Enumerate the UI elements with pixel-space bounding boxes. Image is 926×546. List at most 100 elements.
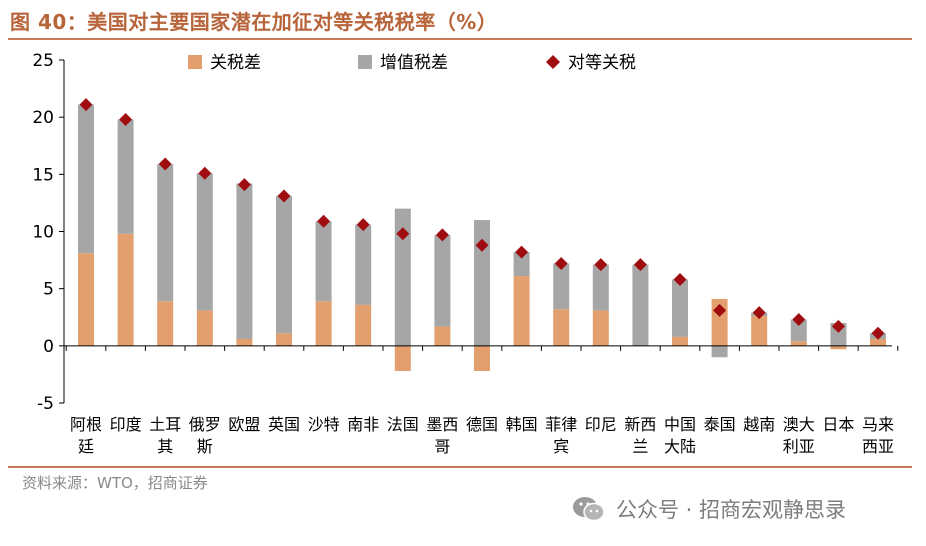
y-tick-label: 0 <box>43 337 54 357</box>
category-label: 韩国 <box>506 415 538 434</box>
bar-vat-diff <box>632 264 649 346</box>
category-label: 印尼 <box>585 415 617 434</box>
category-label: 日本 <box>822 415 854 434</box>
bar-vat-diff <box>355 224 372 305</box>
chart-legend: 关税差 增值税差 对等关税 <box>188 53 636 73</box>
legend-label: 对等关税 <box>568 53 636 73</box>
category-label: 欧盟 <box>228 415 260 434</box>
category-label: 南非 <box>347 415 379 434</box>
bar-tariff-diff <box>513 276 530 346</box>
category-label: 英国 <box>268 415 300 434</box>
reciprocal-tariff-marker <box>435 228 449 242</box>
reciprocal-tariff-marker <box>554 257 568 271</box>
bar-tariff-diff <box>553 309 570 346</box>
bar-vat-diff <box>592 264 609 311</box>
reciprocal-tariff-marker <box>317 214 331 228</box>
bar-tariff-diff <box>196 310 213 346</box>
category-label: 土耳 <box>149 415 181 434</box>
marker-layer <box>79 98 885 340</box>
chart-title: 图 40：美国对主要国家潜在加征对等关税税率（%） <box>10 10 498 34</box>
x-axis <box>64 345 899 351</box>
legend-swatch <box>358 55 372 69</box>
category-label: 利亚 <box>783 437 815 456</box>
bar-vat-diff <box>117 119 134 234</box>
legend-label: 关税差 <box>210 53 261 73</box>
category-label: 印度 <box>110 415 142 434</box>
category-label: 大陆 <box>664 437 696 456</box>
bar-tariff-diff <box>78 253 94 346</box>
bar-layer <box>78 104 886 371</box>
bar-tariff-diff <box>672 336 688 346</box>
reciprocal-tariff-marker <box>475 238 489 252</box>
reciprocal-tariff-marker <box>752 306 766 320</box>
category-label: 菲律 <box>545 415 577 434</box>
bar-vat-diff <box>553 263 570 310</box>
category-label: 廷 <box>78 437 94 456</box>
bar-vat-diff <box>394 208 411 346</box>
reciprocal-tariff-marker <box>831 319 845 333</box>
y-tick-label: 5 <box>43 280 54 300</box>
bar-vat-diff <box>315 221 332 302</box>
reciprocal-tariff-marker <box>158 157 172 171</box>
category-label: 沙特 <box>308 415 340 434</box>
reciprocal-tariff-marker <box>633 258 647 272</box>
category-label: 俄罗 <box>189 415 221 434</box>
category-label: 澳大 <box>783 415 815 434</box>
category-label: 法国 <box>387 415 419 434</box>
category-label: 马来 <box>862 415 894 434</box>
bar-tariff-diff <box>830 345 847 350</box>
bar-tariff-diff <box>434 326 451 346</box>
category-label: 斯 <box>197 437 213 456</box>
y-axis: 25 20 15 10 5 0 -5 <box>32 51 65 414</box>
reciprocal-tariff-marker <box>792 313 806 327</box>
reciprocal-tariff-marker <box>198 166 212 180</box>
legend-marker <box>546 55 560 69</box>
reciprocal-tariff-marker <box>356 218 370 232</box>
watermark-text: 公众号 · 招商宏观静思录 <box>616 498 847 522</box>
bar-tariff-diff <box>394 345 411 371</box>
bar-tariff-diff <box>117 233 134 346</box>
reciprocal-tariff-marker <box>119 112 133 126</box>
footer-divider <box>8 466 912 468</box>
bar-tariff-diff <box>236 338 253 346</box>
y-tick-label: -5 <box>37 394 54 414</box>
bar-tariff-diff <box>592 310 609 346</box>
bar-vat-diff <box>513 252 530 277</box>
title-divider <box>8 38 912 40</box>
bar-tariff-diff <box>157 301 174 346</box>
bar-vat-diff <box>474 220 490 346</box>
bar-vat-diff <box>672 279 688 337</box>
bar-tariff-diff <box>355 304 372 346</box>
bar-vat-diff <box>711 345 728 358</box>
reciprocal-tariff-marker <box>237 178 251 192</box>
reciprocal-tariff-marker <box>396 227 410 241</box>
bar-vat-diff <box>276 196 292 334</box>
bar-tariff-diff <box>276 333 292 346</box>
y-tick-label: 20 <box>32 108 54 128</box>
category-label: 泰国 <box>704 415 736 434</box>
category-label: 墨西 <box>426 415 458 434</box>
legend-label: 增值税差 <box>380 53 448 73</box>
category-label: 中国 <box>664 415 696 434</box>
bar-vat-diff <box>157 164 174 302</box>
reciprocal-tariff-marker <box>515 245 529 259</box>
bar-tariff-diff <box>315 301 332 346</box>
bar-vat-diff <box>790 319 807 342</box>
y-tick-label: 10 <box>32 223 54 243</box>
bar-vat-diff <box>434 234 451 327</box>
source-note: 资料来源：WTO，招商证券 <box>22 474 208 492</box>
reciprocal-tariff-marker <box>871 326 885 340</box>
reciprocal-tariff-marker <box>673 273 687 287</box>
bar-vat-diff <box>78 104 94 254</box>
reciprocal-tariff-marker <box>713 303 727 317</box>
bar-vat-diff <box>196 173 213 311</box>
y-tick-label: 25 <box>32 51 54 71</box>
reciprocal-tariff-marker <box>79 98 93 112</box>
bar-tariff-diff <box>751 316 768 346</box>
category-label: 兰 <box>632 437 648 456</box>
bar-tariff-diff <box>870 338 886 346</box>
category-label: 哥 <box>434 437 450 456</box>
bar-tariff-diff <box>790 341 807 346</box>
